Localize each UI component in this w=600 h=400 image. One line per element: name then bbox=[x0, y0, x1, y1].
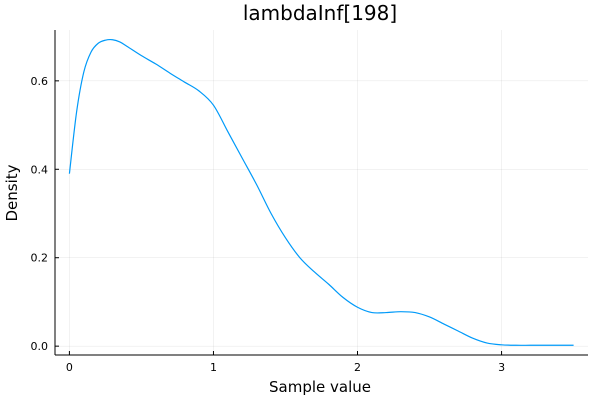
axes bbox=[54, 30, 588, 356]
y-tick-label-2: 0.4 bbox=[31, 163, 49, 176]
x-ticks: 0 1 2 3 bbox=[66, 351, 505, 374]
y-tick-label-0: 0.0 bbox=[31, 340, 49, 353]
chart-title: lambdaInf[198] bbox=[243, 1, 397, 25]
y-tick-label-1: 0.2 bbox=[31, 252, 49, 265]
x-tick-label-2: 2 bbox=[354, 361, 361, 374]
x-axis-label: Sample value bbox=[269, 378, 371, 396]
x-tick-label-3: 3 bbox=[498, 361, 505, 374]
x-tick-label-0: 0 bbox=[66, 361, 73, 374]
density-line-0 bbox=[68, 38, 574, 346]
x-tick-label-1: 1 bbox=[210, 361, 217, 374]
series-layer bbox=[68, 38, 574, 346]
grid bbox=[55, 30, 588, 355]
y-tick-label-3: 0.6 bbox=[31, 75, 49, 88]
y-axis-label: Density bbox=[3, 164, 21, 221]
y-ticks: 0.0 0.2 0.4 0.6 bbox=[31, 75, 59, 353]
